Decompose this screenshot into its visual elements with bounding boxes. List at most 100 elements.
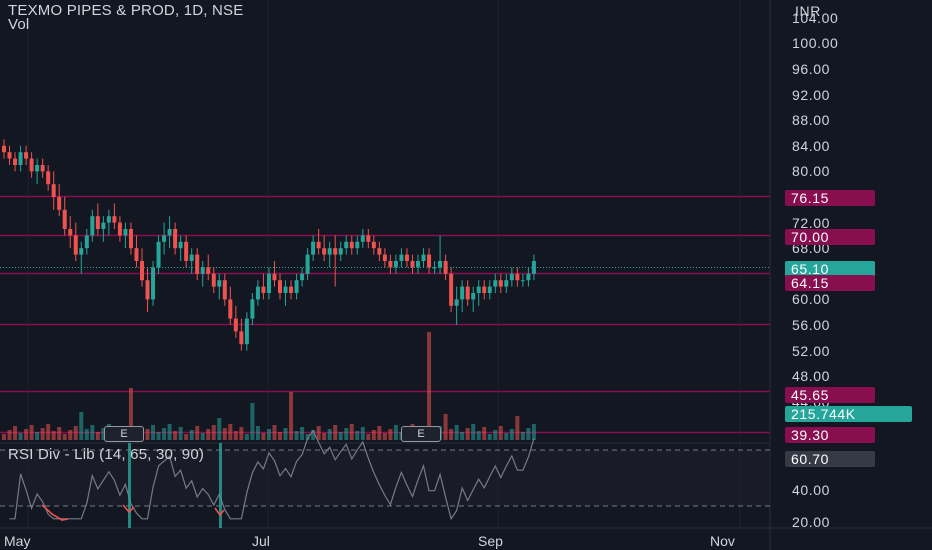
candle-body — [360, 235, 365, 242]
price-tag-76-15: 76.15 — [785, 190, 875, 206]
volume-legend[interactable]: Vol — [8, 16, 30, 33]
candle-body — [73, 235, 78, 255]
earnings-marker[interactable]: E — [401, 426, 441, 442]
volume-bar — [222, 428, 227, 440]
candle-body — [371, 241, 376, 249]
price-tag-70-00: 70.00 — [785, 229, 875, 245]
candle-body — [283, 286, 288, 293]
currency-label: INR — [795, 3, 821, 19]
candle-body — [24, 152, 29, 159]
candle-body — [200, 267, 205, 274]
candle-body — [112, 216, 117, 223]
volume-bar — [173, 431, 178, 440]
candle-body — [18, 152, 23, 165]
candle-body — [68, 229, 73, 236]
candle-body — [526, 273, 531, 281]
candle-body — [311, 241, 316, 255]
volume-bar — [151, 425, 156, 440]
candle-body — [13, 158, 18, 165]
volume-bar — [526, 428, 531, 440]
candle-body — [84, 235, 89, 249]
volume-bar — [211, 425, 216, 440]
divergence-marker — [219, 443, 222, 528]
candle-body — [416, 261, 420, 268]
volume-bar — [167, 424, 172, 440]
last-price-tag: 65.10 — [785, 261, 875, 277]
candle-body — [7, 152, 12, 159]
candle-body — [211, 273, 216, 287]
volume-bar — [95, 432, 100, 440]
volume-bar — [487, 434, 492, 440]
earnings-marker[interactable]: E — [104, 426, 144, 442]
candle-body — [228, 299, 233, 319]
candle-body — [117, 222, 122, 236]
candle-body — [101, 222, 106, 229]
volume-bar — [101, 428, 106, 440]
volume-bar — [509, 429, 514, 440]
candle-body — [206, 267, 211, 274]
candle-body — [449, 273, 454, 306]
candle-body — [493, 280, 498, 287]
candle-body — [454, 299, 459, 306]
candle-body — [410, 261, 415, 268]
volume-bar — [327, 429, 332, 440]
volume-bar — [311, 430, 316, 440]
volume-bar — [355, 431, 360, 440]
rsi-oversold-segment — [214, 507, 225, 517]
volume-bar — [476, 431, 481, 440]
volume-bar — [29, 425, 34, 440]
volume-bar — [2, 434, 6, 440]
candle-body — [51, 184, 56, 197]
volume-bar — [128, 388, 133, 440]
candle-body — [476, 286, 481, 293]
candle-body — [134, 248, 139, 261]
volume-bar — [278, 432, 282, 440]
volume-bar — [79, 412, 84, 440]
rsi-legend[interactable]: RSI Div - Lib (14, 65, 30, 90) — [8, 446, 205, 463]
volume-bar — [68, 430, 73, 440]
volume-bar — [195, 426, 200, 440]
symbol-title[interactable]: TEXMO PIPES & PROD, 1D, NSE — [8, 2, 244, 19]
volume-bar — [333, 425, 338, 440]
time-label-may: May — [4, 533, 31, 549]
price-scale-label: 100.00 — [792, 35, 839, 52]
price-scale-label: 84.00 — [792, 137, 831, 154]
volume-bar — [261, 433, 266, 440]
candle-body — [316, 241, 321, 249]
candle-body — [57, 197, 62, 210]
candle-body — [344, 241, 349, 249]
price-scale-label: 56.00 — [792, 317, 831, 333]
volume-bar — [427, 332, 432, 440]
candle-body — [487, 286, 492, 293]
candle-body — [162, 235, 167, 242]
volume-bar — [377, 426, 382, 440]
candle-body — [184, 241, 189, 261]
candle-body — [151, 267, 156, 300]
candle-body — [40, 165, 45, 172]
time-label-sep: Sep — [478, 533, 503, 549]
candle-body — [471, 293, 476, 300]
volume-bar — [200, 433, 205, 440]
candle-body — [128, 229, 133, 249]
rsi-scale-label: 20.00 — [792, 514, 831, 530]
volume-bar — [255, 426, 260, 440]
volume-bar — [162, 428, 167, 440]
candle-body — [327, 248, 332, 255]
price-scale-label: 72.00 — [792, 214, 831, 231]
volume-bar — [316, 426, 321, 440]
volume-bar — [73, 426, 78, 440]
rsi-line — [9, 429, 535, 521]
volume-bar — [531, 424, 536, 440]
candle-body — [515, 273, 520, 281]
candle-body — [520, 280, 525, 282]
candle-body — [272, 273, 277, 281]
price-scale-label: 80.00 — [792, 163, 831, 180]
candle-body — [266, 273, 271, 293]
rsi-value-tag: 60.70 — [785, 451, 875, 467]
candle-body — [278, 280, 282, 293]
candle-body — [460, 286, 465, 300]
volume-bar — [184, 434, 189, 440]
volume-bar — [18, 433, 23, 440]
candle-body — [355, 241, 360, 249]
